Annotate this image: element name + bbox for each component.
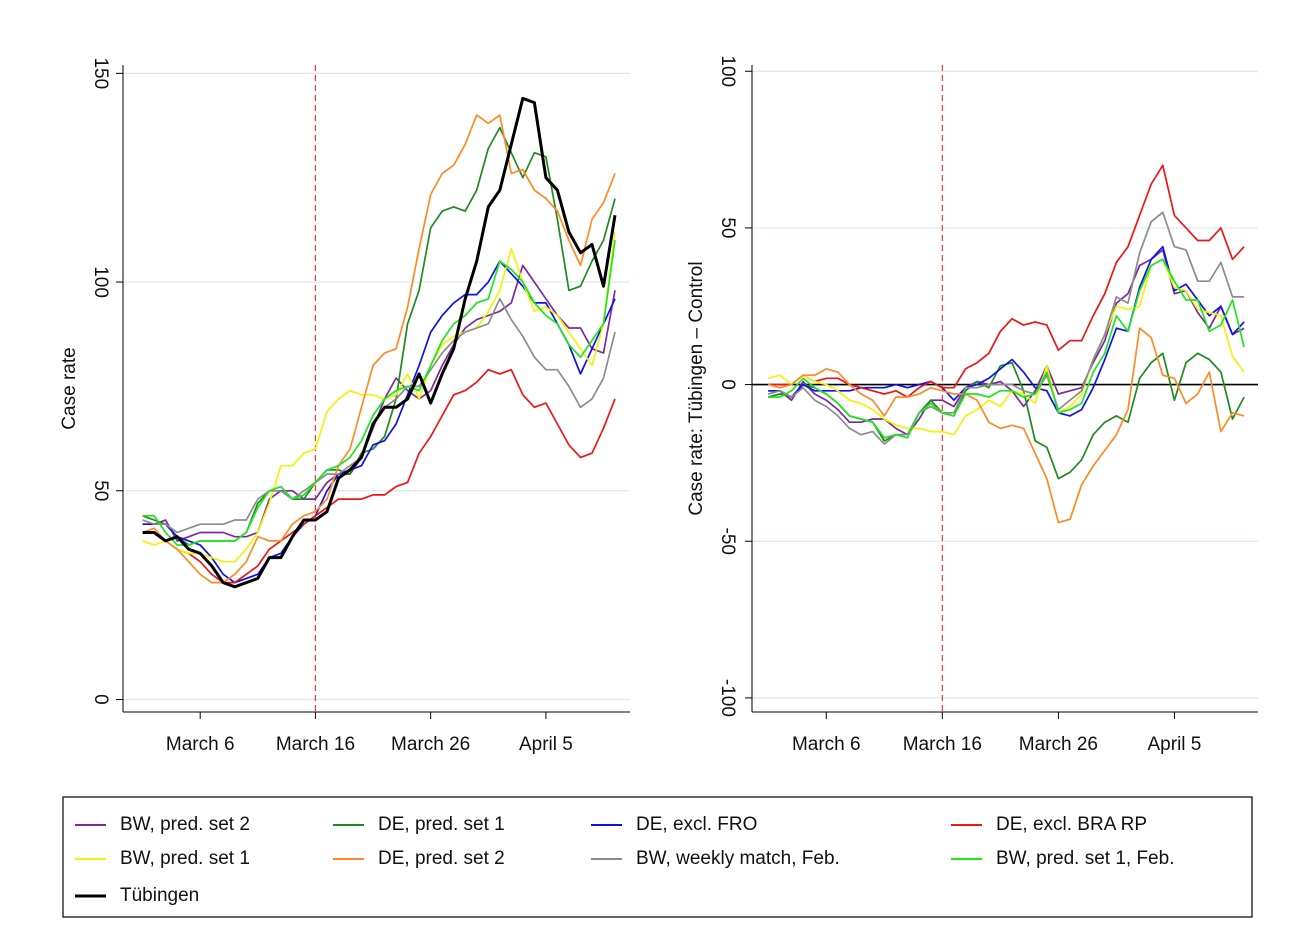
y-axis-title: Case rate bbox=[59, 347, 80, 429]
x-tick-label: March 16 bbox=[903, 734, 982, 755]
x-tick-label: March 26 bbox=[391, 734, 470, 755]
y-axis-title: Case rate: Tübingen – Control bbox=[686, 261, 707, 515]
x-tick-label: March 6 bbox=[792, 734, 861, 755]
series-line bbox=[768, 258, 1245, 439]
series-line bbox=[142, 231, 616, 563]
y-tick-label: 100 bbox=[90, 266, 111, 298]
y-tick-label: 0 bbox=[717, 379, 738, 390]
x-tick-label: April 5 bbox=[1148, 734, 1202, 755]
series-line bbox=[767, 211, 1245, 445]
y-tick-label: 150 bbox=[90, 57, 111, 89]
series-line bbox=[142, 260, 616, 584]
y-tick-label: 50 bbox=[90, 480, 111, 501]
series-line bbox=[768, 245, 1245, 417]
y-tick-label: 50 bbox=[717, 217, 738, 238]
legend-label: DE, pred. set 1 bbox=[378, 814, 505, 835]
x-tick-label: March 16 bbox=[276, 734, 355, 755]
series-line bbox=[142, 96, 617, 589]
legend-box bbox=[62, 796, 1253, 918]
legend-label: DE, pred. set 2 bbox=[378, 848, 505, 869]
y-tick-label: 0 bbox=[90, 694, 111, 705]
legend-label: BW, pred. set 1 bbox=[120, 848, 250, 869]
legend-label: Tübingen bbox=[120, 885, 199, 906]
legend-label: BW, weekly match, Feb. bbox=[636, 848, 840, 869]
x-tick-label: March 26 bbox=[1019, 734, 1098, 755]
y-tick-label: 100 bbox=[717, 55, 738, 87]
legend-label: BW, pred. set 1, Feb. bbox=[996, 848, 1174, 869]
legend-label: DE, excl. BRA RP bbox=[996, 814, 1147, 835]
series-line bbox=[142, 114, 616, 584]
x-tick-label: March 6 bbox=[166, 734, 235, 755]
series-line bbox=[142, 240, 616, 546]
series-line bbox=[767, 327, 1245, 524]
y-tick-label: -100 bbox=[717, 679, 738, 717]
legend-label: DE, excl. FRO bbox=[636, 814, 757, 835]
legend-label: BW, pred. set 2 bbox=[120, 814, 250, 835]
y-tick-label: -50 bbox=[717, 528, 738, 555]
x-tick-label: April 5 bbox=[519, 734, 573, 755]
